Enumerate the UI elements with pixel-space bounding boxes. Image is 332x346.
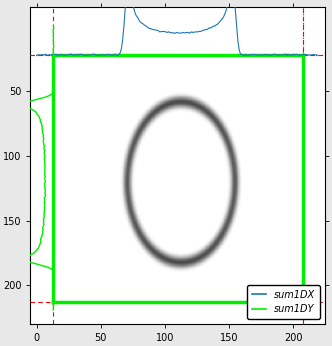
Legend: sum1DX, sum1DY: sum1DX, sum1DY: [247, 285, 320, 319]
